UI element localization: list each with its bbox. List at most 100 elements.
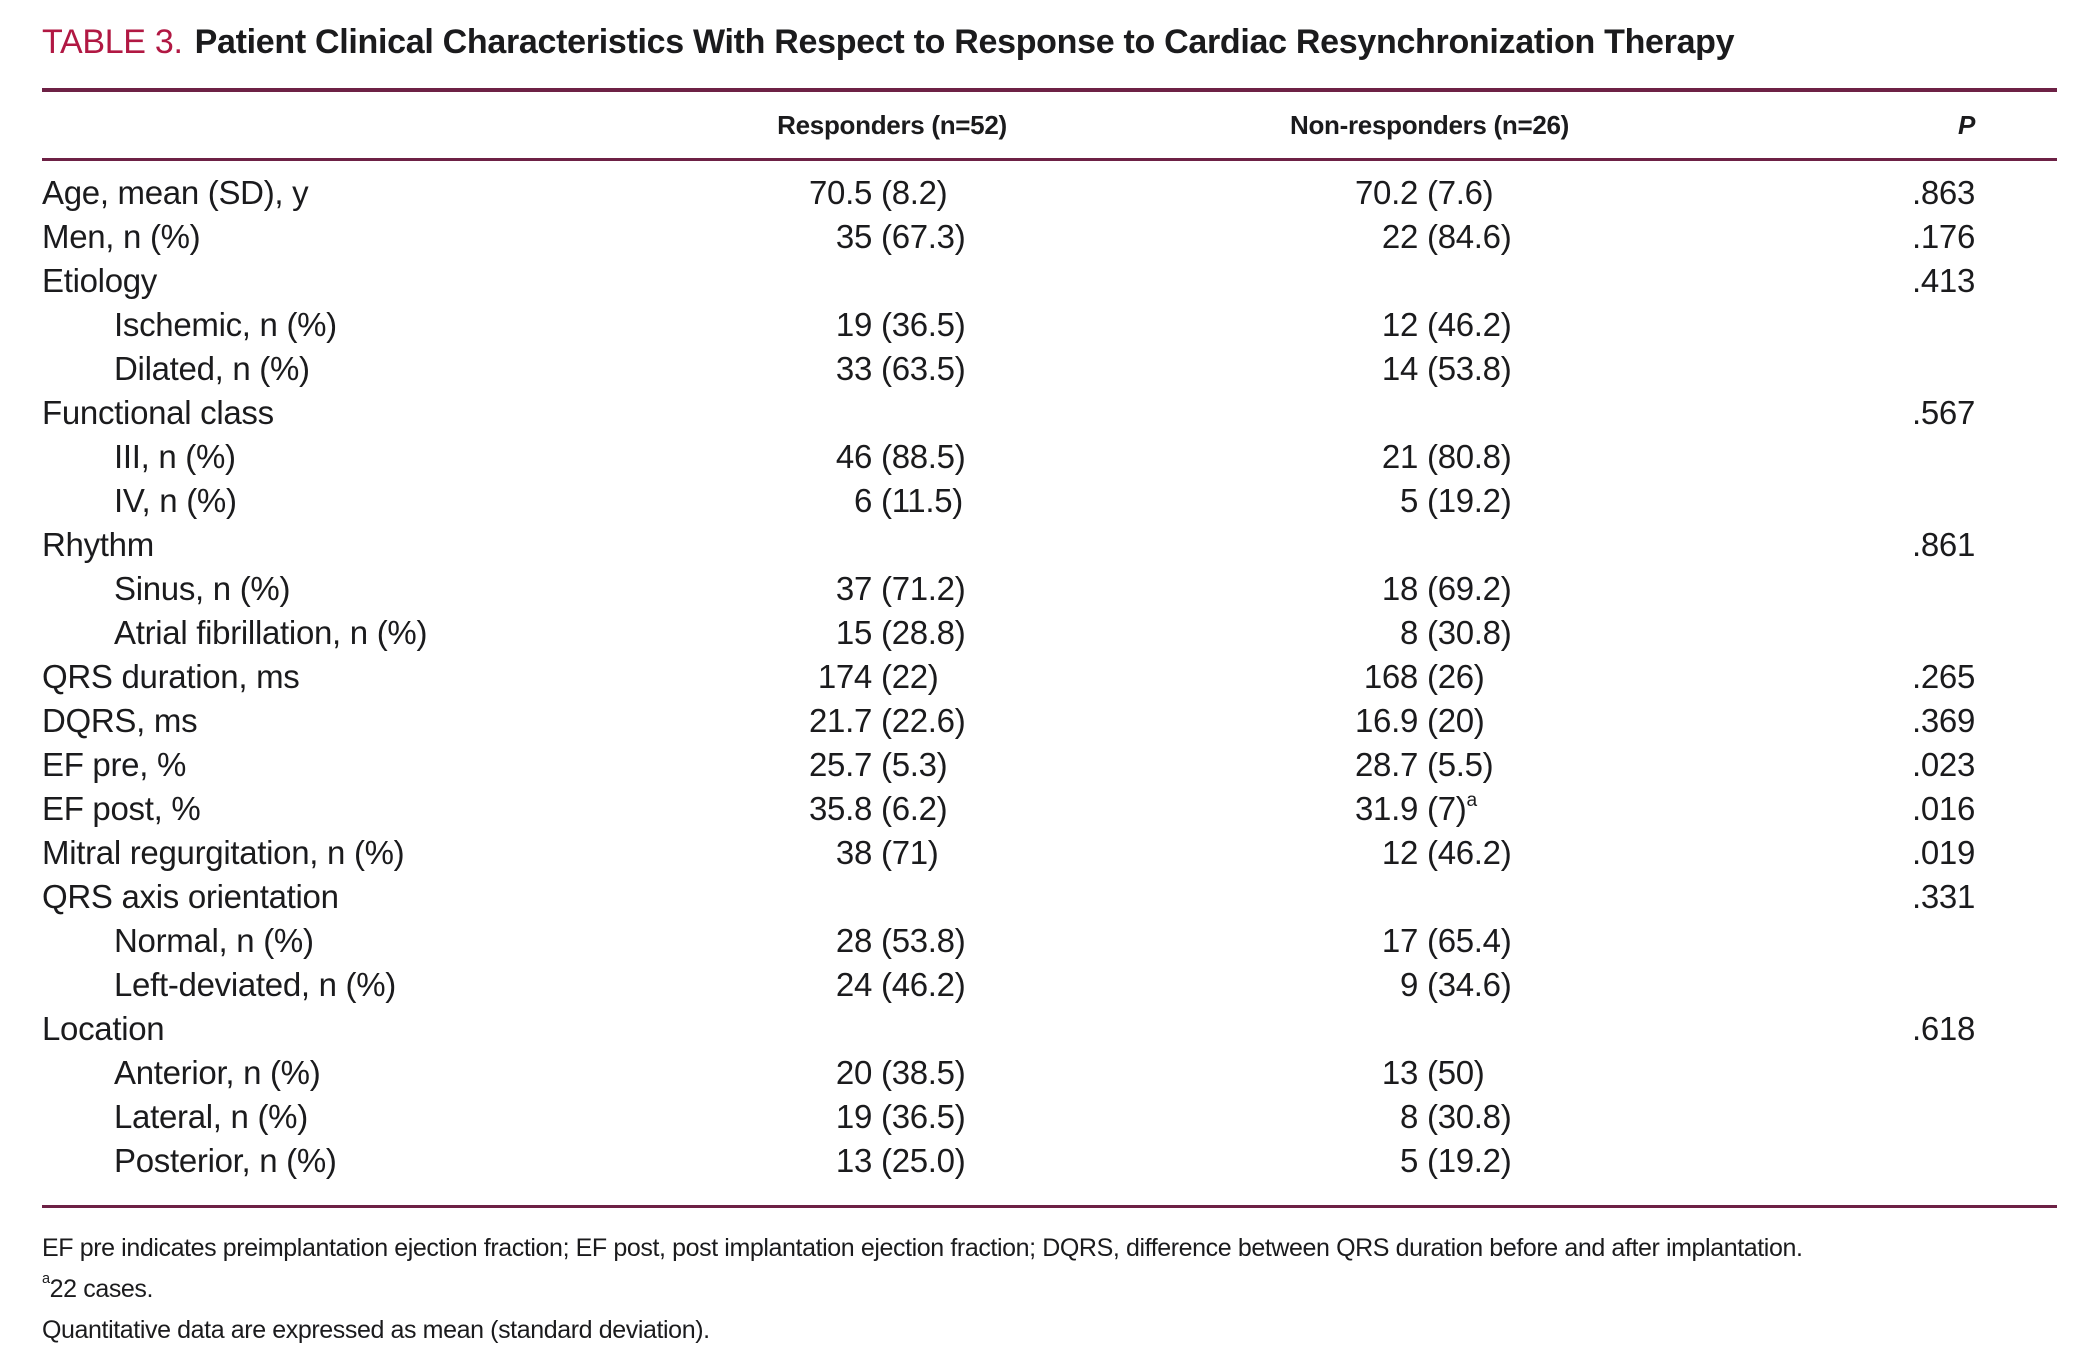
cell-non-responders: 70.2 (7.6) — [1354, 174, 1494, 211]
table-row: EF post, % 35.8 (6.2) 31.9 (7)a .016 — [42, 787, 2057, 831]
cell-non-responders: 9 (34.6) — [1399, 966, 1512, 1003]
cell-responders: 15 (28.8) — [835, 614, 966, 651]
row-label: Mitral regurgitation, n (%) — [42, 834, 405, 871]
footnote-abbreviations: EF pre indicates preimplantation ejectio… — [42, 1234, 1803, 1262]
cell-non-responders: 18 (69.2) — [1381, 570, 1512, 607]
cell-non-responders: 8 (30.8) — [1399, 614, 1512, 651]
cell-responders: 24 (46.2) — [835, 966, 966, 1003]
row-label: Lateral, n (%) — [114, 1098, 308, 1135]
cell-responders: 19 (36.5) — [835, 306, 966, 343]
table-row: Atrial fibrillation, n (%) 15 (28.8) 8 (30.8… — [42, 611, 2057, 655]
cell-responders: 20 (38.5) — [835, 1054, 966, 1091]
table-row: Rhythm .861 — [42, 523, 2057, 567]
cell-non-responders: 22 (84.6) — [1381, 218, 1512, 255]
row-label: III, n (%) — [114, 438, 236, 475]
table-row: Functional class .567 — [42, 391, 2057, 435]
cell-p-value: .023 — [1911, 746, 1975, 783]
table-row: QRS duration, ms 174 (22) 168 (26) .265 — [42, 655, 2057, 699]
table-body: Age, mean (SD), y 70.5 (8.2) 70.2 (7.6) .863 M… — [42, 161, 2057, 1205]
column-header-p: P — [1957, 109, 1975, 140]
cell-responders: 70.5 (8.2) — [808, 174, 948, 211]
table-row: Age, mean (SD), y 70.5 (8.2) 70.2 (7.6) .863 — [42, 171, 2057, 215]
cell-p-value: .863 — [1911, 174, 1975, 211]
cell-non-responders: 12 (46.2) — [1381, 306, 1512, 343]
row-label: Rhythm — [42, 526, 154, 563]
row-label: Posterior, n (%) — [114, 1142, 337, 1179]
table-row: Dilated, n (%) 33 (63.5) 14 (53.8) — [42, 347, 2057, 391]
table-row: Anterior, n (%) 20 (38.5) 13 (50) — [42, 1051, 2057, 1095]
cell-p-value: .016 — [1911, 790, 1975, 827]
cell-non-responders: 28.7 (5.5) — [1354, 746, 1494, 783]
row-label: Dilated, n (%) — [114, 350, 310, 387]
cell-responders: 28 (53.8) — [835, 922, 966, 959]
footnote-quantitative: Quantitative data are expressed as mean … — [42, 1316, 710, 1344]
footnote-a-marker: a — [42, 1271, 50, 1287]
cell-p-value: .567 — [1911, 394, 1975, 431]
cell-responders: 35.8 (6.2) — [808, 790, 948, 827]
footnote-a-text: 22 cases. — [49, 1275, 154, 1303]
cell-responders: 6 (11.5) — [853, 482, 963, 519]
table-title: TABLE 3. Patient Clinical Characteristics… — [42, 22, 2057, 62]
table-footnotes: EF pre indicates preimplantation ejectio… — [42, 1228, 2057, 1351]
cell-non-responders: 21 (80.8) — [1381, 438, 1512, 475]
row-label: EF pre, % — [42, 746, 187, 783]
cell-responders: 25.7 (5.3) — [808, 746, 948, 783]
row-label: Sinus, n (%) — [114, 570, 291, 607]
cell-non-responders: 13 (50) — [1381, 1054, 1485, 1091]
cell-responders: 13 (25.0) — [835, 1142, 966, 1179]
row-label: Left-deviated, n (%) — [114, 966, 396, 1003]
cell-responders: 38 (71) — [835, 834, 939, 871]
row-label: IV, n (%) — [114, 482, 237, 519]
table-row: EF pre, % 25.7 (5.3) 28.7 (5.5) .023 — [42, 743, 2057, 787]
table-row: Etiology .413 — [42, 259, 2057, 303]
column-header-responders: Responders (n=52) — [777, 109, 1007, 140]
row-label: Normal, n (%) — [114, 922, 314, 959]
cell-responders: 19 (36.5) — [835, 1098, 966, 1135]
table-row: Sinus, n (%) 37 (71.2) 18 (69.2) — [42, 567, 2057, 611]
cell-responders: 37 (71.2) — [835, 570, 966, 607]
cell-responders: 35 (67.3) — [835, 218, 966, 255]
header-rule — [42, 158, 2057, 161]
row-label: Atrial fibrillation, n (%) — [114, 614, 428, 651]
cell-p-value: .265 — [1911, 658, 1975, 695]
table-row: Posterior, n (%) 13 (25.0) 5 (19.2) — [42, 1139, 2057, 1183]
table-row: Left-deviated, n (%) 24 (46.2) 9 (34.6) — [42, 963, 2057, 1007]
cell-p-value: .019 — [1911, 834, 1975, 871]
table-row: Lateral, n (%) 19 (36.5) 8 (30.8) — [42, 1095, 2057, 1139]
row-label: DQRS, ms — [42, 702, 198, 739]
table-row: III, n (%) 46 (88.5) 21 (80.8) — [42, 435, 2057, 479]
bottom-rule — [42, 1205, 2057, 1208]
table-row: Normal, n (%) 28 (53.8) 17 (65.4) — [42, 919, 2057, 963]
cell-p-value: .369 — [1911, 702, 1975, 739]
cell-non-responders: 5 (19.2) — [1399, 482, 1512, 519]
table-row: DQRS, ms 21.7 (22.6) 16.9 (20) .369 — [42, 699, 2057, 743]
table-caption: Patient Clinical Characteristics With Re… — [194, 23, 1735, 61]
cell-non-responders: 16.9 (20) — [1354, 702, 1485, 739]
cell-responders: 21.7 (22.6) — [808, 702, 966, 739]
table-row: QRS axis orientation .331 — [42, 875, 2057, 919]
row-label: Location — [42, 1010, 165, 1047]
column-header-non-responders: Non-responders (n=26) — [1289, 109, 1570, 140]
table-row: Men, n (%) 35 (67.3) 22 (84.6) .176 — [42, 215, 2057, 259]
cell-p-value: .176 — [1911, 218, 1975, 255]
cell-non-responders: 12 (46.2) — [1381, 834, 1512, 871]
cell-non-responders: 17 (65.4) — [1381, 922, 1512, 959]
row-label: Etiology — [42, 262, 158, 299]
cell-p-value: .331 — [1911, 878, 1975, 915]
cell-responders: 174 (22) — [817, 658, 939, 695]
cell-p-value: .618 — [1911, 1010, 1975, 1047]
table-row: Mitral regurgitation, n (%) 38 (71) 12 (46.2… — [42, 831, 2057, 875]
table-number: TABLE 3. — [42, 23, 183, 61]
row-label: EF post, % — [42, 790, 201, 827]
footnote-marker: a — [1466, 790, 1477, 811]
cell-non-responders: 14 (53.8) — [1381, 350, 1512, 387]
row-label: Anterior, n (%) — [114, 1054, 321, 1091]
cell-non-responders: 5 (19.2) — [1399, 1142, 1512, 1179]
cell-p-value: .413 — [1911, 262, 1975, 299]
title-rule — [42, 88, 2057, 92]
row-label: QRS duration, ms — [42, 658, 300, 695]
table-row: IV, n (%) 6 (11.5) 5 (19.2) — [42, 479, 2057, 523]
cell-responders: 33 (63.5) — [835, 350, 966, 387]
table-row: Ischemic, n (%) 19 (36.5) 12 (46.2) — [42, 303, 2057, 347]
